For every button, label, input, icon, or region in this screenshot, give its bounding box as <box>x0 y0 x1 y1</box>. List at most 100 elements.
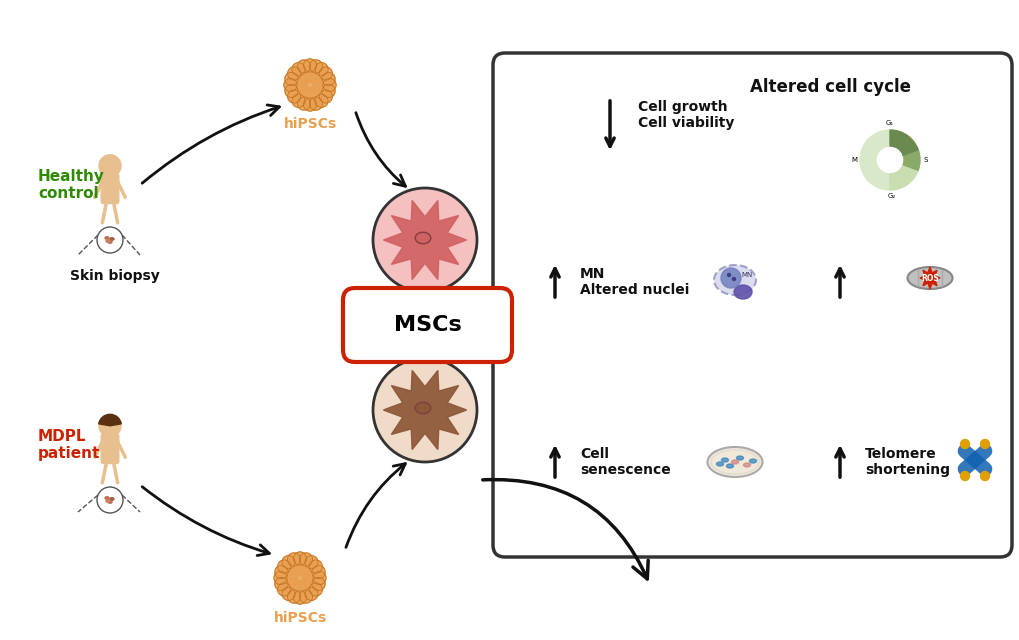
Circle shape <box>373 358 477 462</box>
Ellipse shape <box>734 285 751 299</box>
Circle shape <box>287 579 300 591</box>
Text: ROS: ROS <box>920 273 937 282</box>
Ellipse shape <box>108 241 112 243</box>
FancyBboxPatch shape <box>342 288 512 362</box>
Text: Telomere
shortening: Telomere shortening <box>864 447 949 477</box>
Ellipse shape <box>731 460 738 464</box>
Circle shape <box>720 268 740 288</box>
Circle shape <box>319 67 332 80</box>
Polygon shape <box>919 267 940 289</box>
Text: Cell growth
Cell viability: Cell growth Cell viability <box>637 100 734 130</box>
Circle shape <box>979 440 988 449</box>
Wedge shape <box>890 130 917 156</box>
Text: Cell
senescence: Cell senescence <box>580 447 671 477</box>
Ellipse shape <box>726 464 733 468</box>
Ellipse shape <box>715 462 722 466</box>
Circle shape <box>292 580 305 593</box>
Ellipse shape <box>749 459 756 463</box>
Text: Skin biopsy: Skin biopsy <box>70 269 160 283</box>
Ellipse shape <box>110 498 114 500</box>
Text: MN: MN <box>741 272 752 278</box>
Text: G₁: G₁ <box>886 120 894 126</box>
Circle shape <box>303 88 315 100</box>
Circle shape <box>312 77 324 89</box>
Ellipse shape <box>713 265 755 295</box>
Circle shape <box>277 560 290 573</box>
Circle shape <box>284 84 298 98</box>
Circle shape <box>99 415 121 437</box>
Circle shape <box>727 273 730 276</box>
Circle shape <box>322 84 335 98</box>
Ellipse shape <box>736 456 743 460</box>
Ellipse shape <box>415 232 430 244</box>
Circle shape <box>303 570 314 582</box>
Circle shape <box>373 188 477 292</box>
Circle shape <box>99 155 121 177</box>
Circle shape <box>979 472 988 481</box>
Circle shape <box>293 572 307 584</box>
Circle shape <box>309 560 322 573</box>
Circle shape <box>305 70 317 83</box>
Circle shape <box>302 575 314 588</box>
Circle shape <box>283 79 297 92</box>
Text: Healthy
control: Healthy control <box>38 169 105 201</box>
FancyArrowPatch shape <box>356 113 406 186</box>
Circle shape <box>309 60 322 73</box>
Circle shape <box>287 590 301 603</box>
Circle shape <box>309 583 322 596</box>
Circle shape <box>732 278 735 280</box>
Ellipse shape <box>720 458 728 462</box>
Circle shape <box>309 97 322 110</box>
Circle shape <box>298 86 310 97</box>
Wedge shape <box>902 150 919 170</box>
Ellipse shape <box>707 447 762 477</box>
Circle shape <box>312 577 325 591</box>
Ellipse shape <box>110 237 114 240</box>
Circle shape <box>287 90 301 103</box>
Circle shape <box>313 572 326 584</box>
Circle shape <box>291 63 305 76</box>
Circle shape <box>312 565 325 579</box>
Text: MN
Altered nuclei: MN Altered nuclei <box>580 267 689 297</box>
Circle shape <box>960 472 968 481</box>
Circle shape <box>97 487 123 513</box>
Ellipse shape <box>105 497 109 499</box>
FancyBboxPatch shape <box>492 53 1011 557</box>
Circle shape <box>305 556 318 569</box>
Ellipse shape <box>743 463 750 467</box>
FancyArrowPatch shape <box>345 463 405 547</box>
Circle shape <box>296 81 307 93</box>
Circle shape <box>303 79 316 92</box>
Circle shape <box>315 63 328 76</box>
Circle shape <box>287 67 301 80</box>
Circle shape <box>315 94 328 108</box>
Circle shape <box>305 587 318 600</box>
Circle shape <box>300 590 312 603</box>
Circle shape <box>303 98 316 111</box>
Text: S: S <box>922 157 926 163</box>
FancyArrowPatch shape <box>142 487 269 556</box>
Circle shape <box>274 572 286 584</box>
Circle shape <box>287 553 301 566</box>
FancyArrowPatch shape <box>142 105 279 183</box>
Polygon shape <box>383 371 466 449</box>
Ellipse shape <box>106 240 110 243</box>
Circle shape <box>300 553 312 566</box>
Circle shape <box>303 59 316 72</box>
Circle shape <box>323 79 336 92</box>
Text: M: M <box>850 157 856 163</box>
Ellipse shape <box>415 403 430 413</box>
Circle shape <box>291 94 305 108</box>
Polygon shape <box>383 200 466 280</box>
Circle shape <box>960 440 968 449</box>
Circle shape <box>298 580 310 591</box>
Text: MDPL
patient: MDPL patient <box>38 429 100 461</box>
Circle shape <box>285 568 298 580</box>
FancyArrowPatch shape <box>482 479 647 579</box>
Circle shape <box>281 556 294 569</box>
Wedge shape <box>890 164 917 190</box>
Circle shape <box>285 573 298 586</box>
Circle shape <box>310 72 322 84</box>
Circle shape <box>293 552 307 565</box>
Circle shape <box>281 587 294 600</box>
